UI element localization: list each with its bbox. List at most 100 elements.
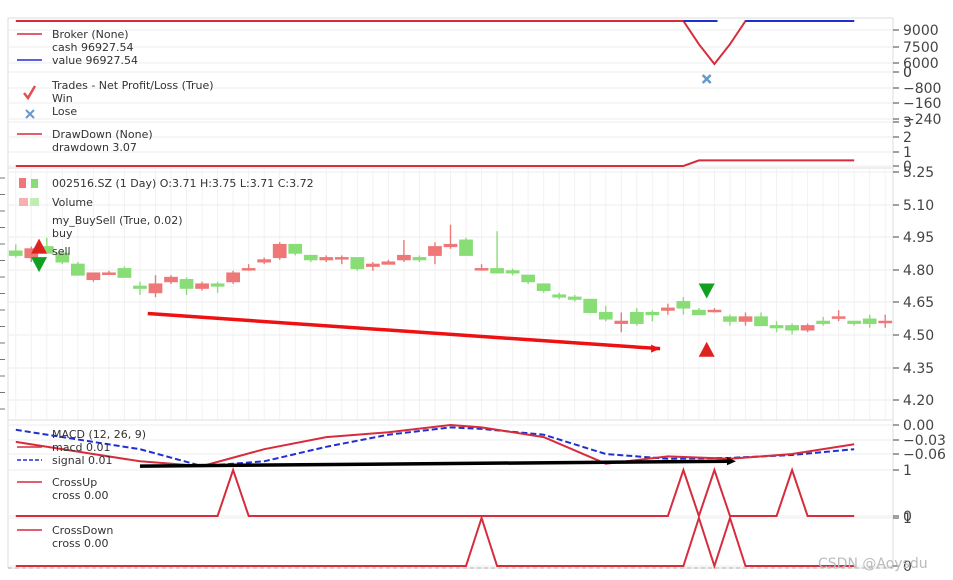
buy-marker [31,238,48,254]
candle-body [459,239,473,256]
y-tick-label: 4.80 [903,263,934,279]
candle-body [133,285,147,289]
y-tick-label: 9000 [903,23,939,39]
legend-label: Win [52,92,73,105]
candle-body [598,311,613,320]
legend-label: cash 96927.54 [52,41,133,54]
candle-body [785,325,799,331]
macd-trend-line [139,459,730,468]
y-tick-label: 3 [903,115,912,131]
y-tick-label: −0.06 [903,447,946,463]
y-tick-label: 4.50 [903,328,934,344]
candle-body [8,250,23,256]
panel-frame-broker [7,17,894,73]
y-tick-label: 0.00 [903,418,934,434]
candle-body [412,257,427,261]
y-tick-label: 7500 [903,40,939,56]
legend-label: Trades - Net Profit/Loss (True) [51,79,214,92]
candle-body [614,320,629,324]
candle-body [707,309,722,313]
candle-body [536,283,551,292]
candle-body [257,259,272,263]
legend-label: cross 0.00 [52,489,109,502]
candle-body [629,311,644,324]
candle-body [179,279,194,289]
y-tick-label: 5.25 [903,165,934,181]
legend-label: Lose [52,105,77,118]
candle-body [738,316,753,322]
panel-frame-drawdown [7,121,894,169]
y-tick-label: −160 [903,96,941,112]
candle-body [164,276,178,283]
legend-label: 002516.SZ (1 Day) O:3.71 H:3.75 L:3.71 C… [52,177,314,190]
candle-body [381,261,396,265]
legend-label: DrawDown (None) [52,128,153,141]
candle-body [754,316,768,327]
legend-label: Volume [52,196,93,209]
candle-body [692,309,706,316]
candle-body [288,243,303,254]
candle-body [195,283,209,289]
candle-body [117,268,132,278]
legend-label: sell [52,245,71,258]
candle-body [71,263,85,276]
legend-label: signal 0.01 [52,454,113,467]
y-tick-label: 4.65 [903,295,934,311]
candle-body [241,268,256,271]
candle-body [366,263,380,267]
legend-label: drawdown 3.07 [52,141,137,154]
candle-body [661,307,675,311]
candle-body [319,257,334,261]
y-tick-label: 0 [903,65,912,81]
candle-body [474,268,489,271]
candle-body [303,254,318,261]
y-tick-label: 6000 [903,56,939,72]
candle-body [350,257,365,270]
y-tick-label: 1 [903,511,912,527]
y-tick-label: 0 [903,65,912,81]
candle-body [505,270,520,274]
candle-body [878,320,893,324]
candle-body [443,243,458,248]
legend-vol-down [30,198,39,206]
y-tick-label: 1 [903,145,912,161]
panel-frame-crossdown [7,517,894,569]
legend-vol-up [19,198,28,206]
y-tick-label: 4.35 [903,361,934,377]
candle-body [567,296,582,300]
candle-body [847,320,862,324]
sell-marker [698,283,715,299]
candle-body [552,294,567,298]
candle-body [272,243,287,259]
candle-body [226,272,240,283]
candle-body [86,272,101,281]
legend-label: Broker (None) [52,28,129,41]
y-tick-label: −0.03 [903,433,946,449]
price-trend-arrowhead [651,344,661,353]
y-tick-label: −240 [903,112,941,128]
candle-body [428,246,442,256]
candle-body [583,298,598,313]
legend-label: buy [52,227,73,240]
candle-body [831,316,846,319]
y-tick-label: 0 [903,509,912,525]
macd-line [15,423,855,468]
y-tick-label: 0 [903,159,912,175]
y-tick-label: −800 [903,81,941,97]
candle-body [723,316,737,322]
panel-frame-crossup [7,469,894,519]
lose-marker [701,74,712,84]
win-symbol [23,85,37,101]
y-tick-label: 1 [903,463,912,479]
candle-body [676,300,691,309]
y-tick-label: 0 [903,559,912,575]
y-tick-label: 4.95 [903,230,934,246]
candle-body [397,254,411,261]
panel-frame-trades [7,71,894,123]
y-tick-label: 2 [903,130,912,146]
candle-body [816,320,830,324]
candle-body [800,325,815,331]
price-trend-line [147,311,661,351]
